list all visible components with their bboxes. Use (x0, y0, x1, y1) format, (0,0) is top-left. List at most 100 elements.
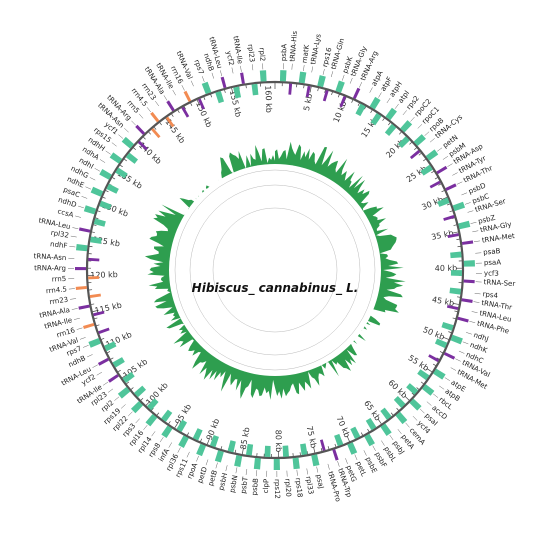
gene-block-atpa (355, 103, 366, 117)
gene-leader-line (201, 76, 205, 82)
gene-label: tRNA-Arg (34, 264, 66, 272)
kb-label: 145 kb (163, 117, 186, 145)
gene-leader-line (473, 301, 480, 303)
gene-block-psbf (364, 433, 375, 447)
kb-tick (416, 387, 420, 390)
gene-leader-line (76, 327, 83, 330)
gene-block-atpf (369, 96, 381, 110)
kb-tick (346, 435, 350, 442)
kb-tick (231, 88, 234, 95)
gene-block-trna-lys (305, 85, 311, 98)
gene-label: psbZ (477, 214, 496, 226)
gene-block-trna-trp (332, 449, 339, 461)
gene-block-ndha (115, 167, 128, 179)
gene-block-ndhb (104, 341, 117, 352)
gene-leader-line (215, 462, 218, 469)
kb-tick (351, 99, 354, 103)
kb-label: 45 kb (431, 295, 455, 308)
kb-tick (122, 374, 128, 379)
kb-tick (334, 443, 337, 447)
gene-leader-line (102, 381, 109, 386)
gene-label: rpl32 (50, 229, 69, 240)
gene-block-trna-ala (166, 100, 175, 112)
gene-leader-line (378, 92, 382, 98)
gene-label: psaB (483, 247, 501, 256)
gene-block-trna-gln (322, 90, 329, 102)
gene-leader-line (322, 68, 325, 75)
kb-tick (234, 449, 237, 453)
kb-tick (96, 324, 100, 327)
kb-tick (210, 94, 213, 98)
kb-tick (438, 183, 442, 186)
kb-tick (165, 118, 170, 124)
gene-leader-line (349, 77, 353, 84)
gene-block-rrn16 (83, 322, 95, 330)
gene-block-psaj (311, 454, 320, 467)
gene-leader-line (85, 186, 92, 190)
gene-label: ycf3 (484, 269, 499, 277)
kb-tick (320, 448, 323, 452)
inner-guide-circles (174, 169, 376, 371)
kb-tick (448, 331, 452, 333)
kb-tick (97, 210, 101, 213)
gene-leader-line (359, 81, 363, 88)
gene-leader-line (155, 100, 159, 107)
gene-block-rpl23 (122, 371, 135, 383)
gene-block-ndhk (450, 334, 463, 345)
gene-block-psba (279, 70, 287, 82)
gene-leader-line (429, 138, 435, 143)
gene-block-trna-ile (181, 106, 190, 118)
gene-label: ycf2 (224, 50, 235, 66)
kb-tick (382, 118, 385, 121)
kb-tick (327, 446, 330, 450)
gene-block-trna-pro (319, 439, 326, 451)
gene-block-rpoa (196, 443, 206, 457)
gene-block-rps2 (384, 123, 397, 137)
kb-tick (91, 303, 95, 305)
gene-leader-line (196, 455, 199, 462)
gene-block-psbh (227, 440, 236, 453)
gene-leader-line (107, 388, 114, 393)
gene-leader-line (426, 401, 432, 406)
gene-block-trna-val (443, 352, 456, 360)
gene-leader-line (303, 65, 305, 72)
gene-leader-line (159, 436, 164, 443)
gene-label: psaJ (314, 474, 325, 490)
gene-block-rpl23 (251, 83, 259, 96)
kb-label: 75 kb (305, 425, 319, 449)
kb-tick (241, 448, 244, 455)
kb-tick (203, 96, 206, 100)
guide-circle-0 (174, 169, 376, 371)
gene-leader-line (471, 311, 478, 313)
gene-block-trna-his (288, 83, 293, 95)
gene-leader-line (92, 364, 98, 368)
kb-tick (140, 397, 144, 401)
gene-leader-line (96, 371, 103, 376)
gene-block-trna-cys (409, 149, 421, 160)
kb-tick (431, 170, 435, 174)
kb-tick (364, 106, 367, 110)
gene-block-psbe (350, 426, 361, 440)
kb-tick (145, 400, 151, 406)
gene-block-trna-ile (240, 72, 245, 84)
kb-tick (396, 407, 399, 411)
gene-block-ndhi (99, 169, 112, 180)
gene-leader-line (70, 235, 77, 238)
gene-block-psbm (420, 164, 433, 176)
kb-tick (377, 418, 382, 425)
gene-label: rrn5 (52, 275, 67, 284)
kb-tick (133, 147, 136, 151)
kb-tick (337, 94, 340, 98)
gene-block-psai (409, 398, 422, 411)
kb-tick (399, 131, 402, 135)
gc-content-track (144, 141, 406, 400)
gene-leader-line (402, 110, 407, 116)
kb-tick (156, 412, 160, 416)
gene-label: rps12 (273, 479, 281, 499)
gene-leader-line (99, 159, 106, 163)
gene-leader-line (462, 341, 469, 345)
gene-block-rps11 (192, 428, 203, 441)
gene-leader-line (138, 113, 144, 119)
gene-leader-line (79, 337, 86, 340)
